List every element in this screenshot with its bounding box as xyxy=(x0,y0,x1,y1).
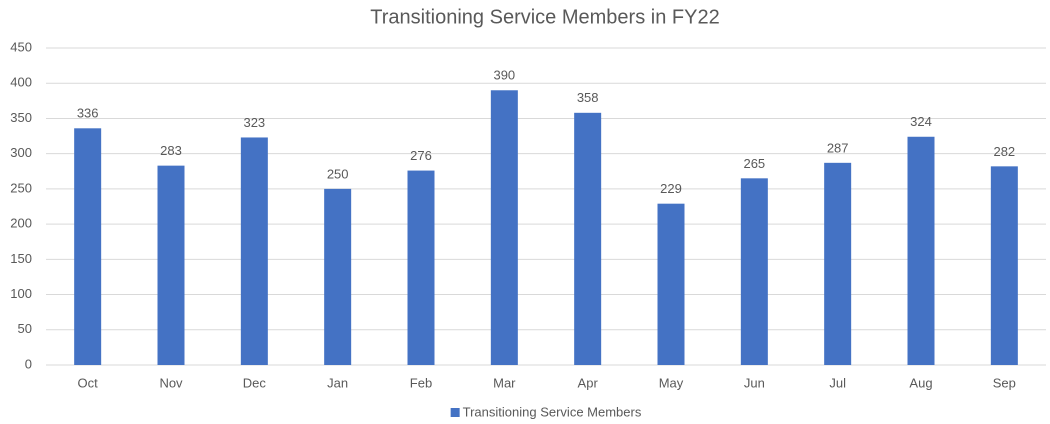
x-tick-label: Jan xyxy=(327,375,348,390)
legend-label: Transitioning Service Members xyxy=(463,404,642,419)
y-tick-label: 100 xyxy=(10,286,32,301)
x-tick-label: Oct xyxy=(78,375,99,390)
bar xyxy=(907,136,935,365)
x-tick-label: Jul xyxy=(829,375,846,390)
bar xyxy=(824,162,852,365)
x-tick-label: Apr xyxy=(578,375,599,390)
data-label: 265 xyxy=(743,156,765,171)
data-label: 324 xyxy=(910,114,932,129)
data-label: 390 xyxy=(493,68,515,83)
bar xyxy=(407,170,435,365)
data-label: 229 xyxy=(660,181,682,196)
y-tick-label: 150 xyxy=(10,251,32,266)
data-label: 287 xyxy=(827,140,849,155)
y-tick-label: 450 xyxy=(10,39,32,54)
data-label: 336 xyxy=(77,106,99,121)
legend: Transitioning Service Members xyxy=(450,404,642,419)
data-label: 358 xyxy=(577,90,599,105)
x-tick-label: Sep xyxy=(993,375,1016,390)
bar xyxy=(990,166,1018,365)
x-tick-label: Jun xyxy=(744,375,765,390)
data-label: 276 xyxy=(410,148,432,163)
bar xyxy=(240,137,268,365)
x-tick-label: Dec xyxy=(243,375,267,390)
bar xyxy=(157,165,185,365)
y-tick-label: 250 xyxy=(10,180,32,195)
y-tick-label: 350 xyxy=(10,110,32,125)
data-label: 283 xyxy=(160,143,182,158)
y-tick-label: 200 xyxy=(10,216,32,231)
x-tick-label: Mar xyxy=(493,375,516,390)
legend-swatch xyxy=(450,408,460,417)
bar xyxy=(574,112,602,365)
bar xyxy=(657,203,685,365)
x-tick-label: Aug xyxy=(909,375,932,390)
data-label: 282 xyxy=(993,144,1015,159)
data-label: 250 xyxy=(327,166,349,181)
y-tick-label: 400 xyxy=(10,75,32,90)
bar xyxy=(74,128,102,365)
x-tick-label: May xyxy=(659,375,684,390)
bar xyxy=(740,178,768,365)
x-tick-label: Nov xyxy=(159,375,183,390)
y-tick-label: 0 xyxy=(25,356,32,371)
bar xyxy=(490,90,518,366)
y-tick-label: 50 xyxy=(18,321,32,336)
y-tick-label: 300 xyxy=(10,145,32,160)
chart-title: Transitioning Service Members in FY22 xyxy=(370,6,719,28)
data-label: 323 xyxy=(243,115,265,130)
bar xyxy=(324,188,352,365)
x-tick-label: Feb xyxy=(410,375,432,390)
